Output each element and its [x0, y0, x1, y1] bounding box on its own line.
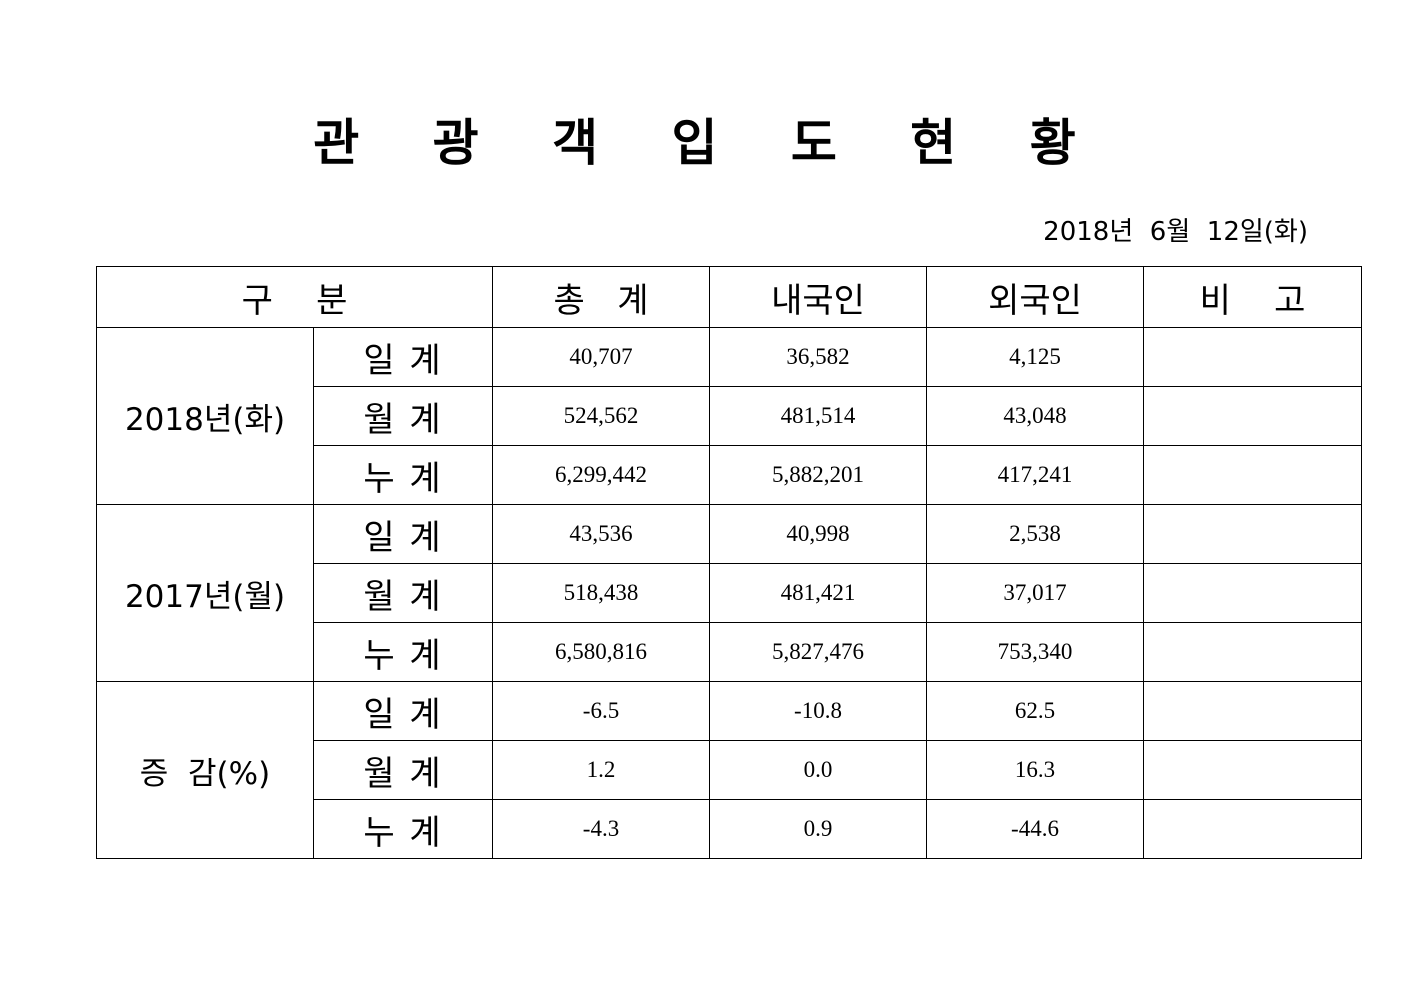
cell-domestic: -10.8 [709, 681, 928, 741]
cell-total: 6,299,442 [492, 445, 711, 505]
row-label: 월 계 [312, 740, 494, 800]
cell-domestic: 5,827,476 [709, 622, 928, 682]
cell-domestic: 40,998 [709, 504, 928, 564]
group-label-2017: 2017년(월) [96, 504, 314, 682]
table-row: 2018년(화) 일 계 40,707 36,582 4,125 [96, 327, 1363, 505]
cell-foreign: 43,048 [926, 386, 1145, 446]
table-row: 월 계 1.2 0.0 16.3 [97, 740, 1363, 800]
cell-domestic: 0.0 [709, 740, 928, 800]
cell-remarks [1143, 563, 1363, 623]
cell-domestic: 5,882,201 [709, 445, 928, 505]
cell-remarks [1143, 681, 1363, 741]
row-label: 일 계 [312, 504, 494, 564]
cell-total: 1.2 [492, 740, 711, 800]
cell-total: 40,707 [492, 327, 711, 387]
table-row: 증 감(%) 일 계 -6.5 -10.8 62.5 [96, 681, 1363, 859]
cell-foreign: 16.3 [926, 740, 1145, 800]
header-total: 총 계 [492, 266, 711, 328]
table-row: 누 계 -4.3 0.9 -44.6 [97, 799, 1363, 859]
cell-remarks [1143, 504, 1363, 564]
document-title: 관 광 객 입 도 현 황 [313, 114, 1104, 172]
cell-remarks [1143, 740, 1363, 800]
header-row: 구 분 총 계 내국인 외국인 비 고 [95, 266, 1363, 328]
row-label: 누 계 [312, 445, 494, 505]
cell-remarks [1143, 622, 1363, 682]
header-foreign: 외국인 [926, 266, 1145, 328]
cell-foreign: 62.5 [926, 681, 1145, 741]
cell-domestic: 481,514 [709, 386, 928, 446]
cell-foreign: -44.6 [926, 799, 1145, 859]
row-label: 월 계 [312, 563, 494, 623]
cell-domestic: 36,582 [709, 327, 928, 387]
cell-total: 524,562 [492, 386, 711, 446]
cell-foreign: 37,017 [926, 563, 1145, 623]
row-label: 월 계 [312, 386, 494, 446]
header-domestic: 내국인 [709, 266, 928, 328]
group-label-change: 증 감(%) [96, 681, 314, 859]
row-label: 일 계 [312, 327, 494, 387]
cell-remarks [1143, 445, 1363, 505]
table-row: 월 계 518,438 481,421 37,017 [97, 563, 1363, 623]
cell-remarks [1143, 799, 1363, 859]
table-row: 누 계 6,580,816 5,827,476 753,340 [97, 622, 1363, 682]
row-label: 누 계 [312, 799, 494, 859]
cell-foreign: 417,241 [926, 445, 1145, 505]
row-label: 일 계 [312, 681, 494, 741]
tourist-arrivals-table: 구 분 총 계 내국인 외국인 비 고 2018년(화) 일 계 40,707 … [95, 266, 1363, 859]
cell-total: -4.3 [492, 799, 711, 859]
cell-foreign: 2,538 [926, 504, 1145, 564]
cell-remarks [1143, 327, 1363, 387]
cell-total: 6,580,816 [492, 622, 711, 682]
row-label: 누 계 [312, 622, 494, 682]
cell-foreign: 753,340 [926, 622, 1145, 682]
cell-domestic: 481,421 [709, 563, 928, 623]
header-remarks: 비 고 [1143, 266, 1363, 328]
cell-domestic: 0.9 [709, 799, 928, 859]
header-category: 구 분 [95, 266, 494, 328]
group-label-2018: 2018년(화) [96, 327, 314, 505]
cell-total: 43,536 [492, 504, 711, 564]
table-row: 2017년(월) 일 계 43,536 40,998 2,538 [96, 504, 1363, 682]
report-date: 2018년 6월 12일(화) [1043, 217, 1308, 247]
cell-total: 518,438 [492, 563, 711, 623]
cell-foreign: 4,125 [926, 327, 1145, 387]
cell-remarks [1143, 386, 1363, 446]
table-row: 누 계 6,299,442 5,882,201 417,241 [97, 445, 1363, 505]
cell-total: -6.5 [492, 681, 711, 741]
